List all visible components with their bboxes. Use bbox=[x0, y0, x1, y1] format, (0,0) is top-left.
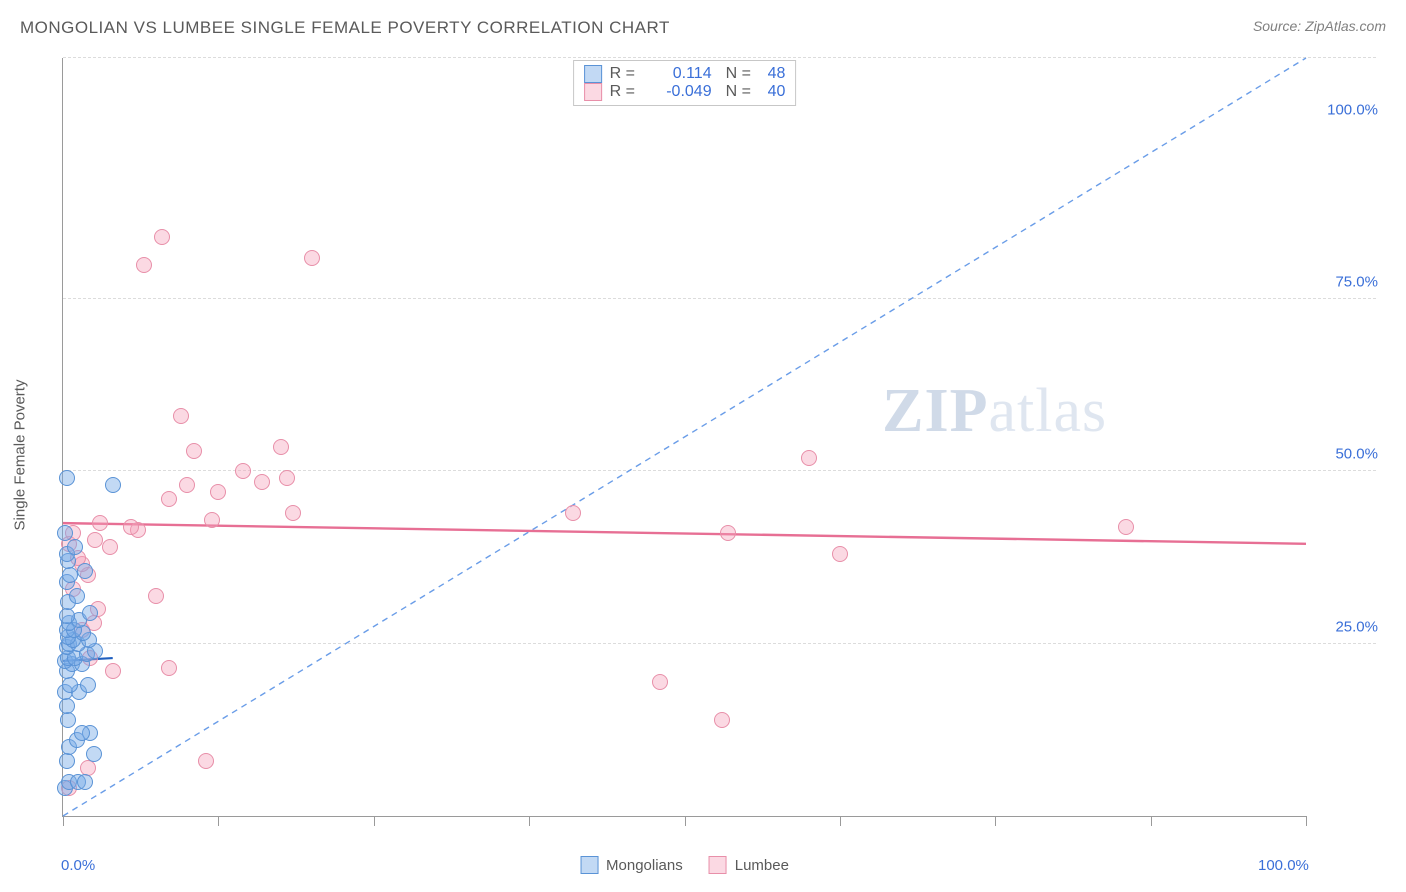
n-label: N = bbox=[726, 83, 760, 101]
x-tick bbox=[374, 816, 375, 826]
data-point-mongolians bbox=[77, 774, 93, 790]
watermark-atlas: atlas bbox=[989, 377, 1108, 445]
data-point-mongolians bbox=[74, 725, 90, 741]
data-point-mongolians bbox=[59, 608, 75, 624]
data-point-mongolians bbox=[59, 698, 75, 714]
data-point-mongolians bbox=[60, 712, 76, 728]
y-axis-label: Single Female Poverty bbox=[12, 380, 29, 531]
data-point-lumbee bbox=[254, 474, 270, 490]
watermark: ZIPatlas bbox=[882, 376, 1107, 447]
data-point-lumbee bbox=[285, 505, 301, 521]
n-value: 40 bbox=[768, 83, 786, 101]
data-point-lumbee bbox=[173, 408, 189, 424]
data-point-lumbee bbox=[652, 674, 668, 690]
legend-row-mongolians: R = 0.114 N = 48 bbox=[584, 65, 786, 83]
data-point-lumbee bbox=[148, 588, 164, 604]
x-tick bbox=[1151, 816, 1152, 826]
data-point-lumbee bbox=[1118, 519, 1134, 535]
data-point-lumbee bbox=[161, 491, 177, 507]
x-tick-label: 100.0% bbox=[1258, 857, 1309, 874]
legend-label: Mongolians bbox=[606, 857, 683, 874]
x-tick bbox=[63, 816, 64, 826]
data-point-mongolians bbox=[62, 567, 78, 583]
data-point-lumbee bbox=[198, 753, 214, 769]
data-point-lumbee bbox=[105, 663, 121, 679]
x-tick bbox=[840, 816, 841, 826]
data-point-mongolians bbox=[67, 539, 83, 555]
r-label: R = bbox=[610, 83, 640, 101]
y-tick-label: 25.0% bbox=[1335, 618, 1378, 635]
n-value: 48 bbox=[768, 65, 786, 83]
series-legend: Mongolians Lumbee bbox=[580, 856, 789, 874]
source-attribution: Source: ZipAtlas.com bbox=[1253, 18, 1386, 34]
data-point-lumbee bbox=[565, 505, 581, 521]
data-point-lumbee bbox=[235, 463, 251, 479]
data-point-lumbee bbox=[179, 477, 195, 493]
data-point-lumbee bbox=[273, 439, 289, 455]
data-point-lumbee bbox=[123, 519, 139, 535]
r-value: 0.114 bbox=[648, 65, 712, 83]
chart-title: MONGOLIAN VS LUMBEE SINGLE FEMALE POVERT… bbox=[20, 18, 670, 38]
data-point-lumbee bbox=[832, 546, 848, 562]
legend-item-lumbee: Lumbee bbox=[709, 856, 789, 874]
data-point-lumbee bbox=[204, 512, 220, 528]
x-tick bbox=[995, 816, 996, 826]
gridline bbox=[63, 298, 1376, 299]
data-point-lumbee bbox=[154, 229, 170, 245]
data-point-lumbee bbox=[720, 525, 736, 541]
data-point-mongolians bbox=[69, 588, 85, 604]
x-tick bbox=[218, 816, 219, 826]
data-point-lumbee bbox=[279, 470, 295, 486]
data-point-lumbee bbox=[186, 443, 202, 459]
y-tick-label: 75.0% bbox=[1335, 274, 1378, 291]
data-point-mongolians bbox=[59, 753, 75, 769]
source-value: ZipAtlas.com bbox=[1305, 18, 1386, 34]
legend-swatch-lumbee bbox=[709, 856, 727, 874]
data-point-mongolians bbox=[62, 677, 78, 693]
x-tick-label: 0.0% bbox=[61, 857, 95, 874]
trend-lines-layer bbox=[63, 58, 1306, 816]
watermark-zip: ZIP bbox=[882, 377, 988, 445]
data-point-lumbee bbox=[87, 532, 103, 548]
data-point-mongolians bbox=[57, 525, 73, 541]
gridline bbox=[63, 470, 1376, 471]
data-point-mongolians bbox=[59, 470, 75, 486]
data-point-lumbee bbox=[161, 660, 177, 676]
x-tick bbox=[685, 816, 686, 826]
gridline bbox=[63, 57, 1376, 58]
y-tick-label: 100.0% bbox=[1327, 101, 1378, 118]
n-label: N = bbox=[726, 65, 760, 83]
x-tick bbox=[1306, 816, 1307, 826]
data-point-lumbee bbox=[136, 257, 152, 273]
data-point-mongolians bbox=[105, 477, 121, 493]
data-point-lumbee bbox=[714, 712, 730, 728]
data-point-mongolians bbox=[82, 605, 98, 621]
data-point-mongolians bbox=[86, 746, 102, 762]
source-label: Source: bbox=[1253, 18, 1301, 34]
legend-swatch-mongolians bbox=[580, 856, 598, 874]
data-point-mongolians bbox=[80, 677, 96, 693]
data-point-lumbee bbox=[92, 515, 108, 531]
correlation-legend: R = 0.114 N = 48 R = -0.049 N = 40 bbox=[573, 60, 797, 106]
legend-swatch-mongolians bbox=[584, 65, 602, 83]
plot-region: ZIPatlas R =0.114N =48R =-0.049N =40 Mon… bbox=[62, 58, 1306, 817]
gridline bbox=[63, 643, 1376, 644]
header: MONGOLIAN VS LUMBEE SINGLE FEMALE POVERT… bbox=[0, 0, 1406, 44]
x-tick bbox=[529, 816, 530, 826]
data-point-lumbee bbox=[801, 450, 817, 466]
chart-area: Single Female Poverty ZIPatlas R =0.114N… bbox=[50, 58, 1386, 852]
data-point-mongolians bbox=[77, 563, 93, 579]
y-tick-label: 50.0% bbox=[1335, 446, 1378, 463]
r-value: -0.049 bbox=[648, 83, 712, 101]
data-point-lumbee bbox=[304, 250, 320, 266]
data-point-lumbee bbox=[210, 484, 226, 500]
legend-label: Lumbee bbox=[735, 857, 789, 874]
legend-item-mongolians: Mongolians bbox=[580, 856, 683, 874]
r-label: R = bbox=[610, 65, 640, 83]
legend-row-lumbee: R = -0.049 N = 40 bbox=[584, 83, 786, 101]
data-point-lumbee bbox=[102, 539, 118, 555]
legend-swatch-lumbee bbox=[584, 83, 602, 101]
